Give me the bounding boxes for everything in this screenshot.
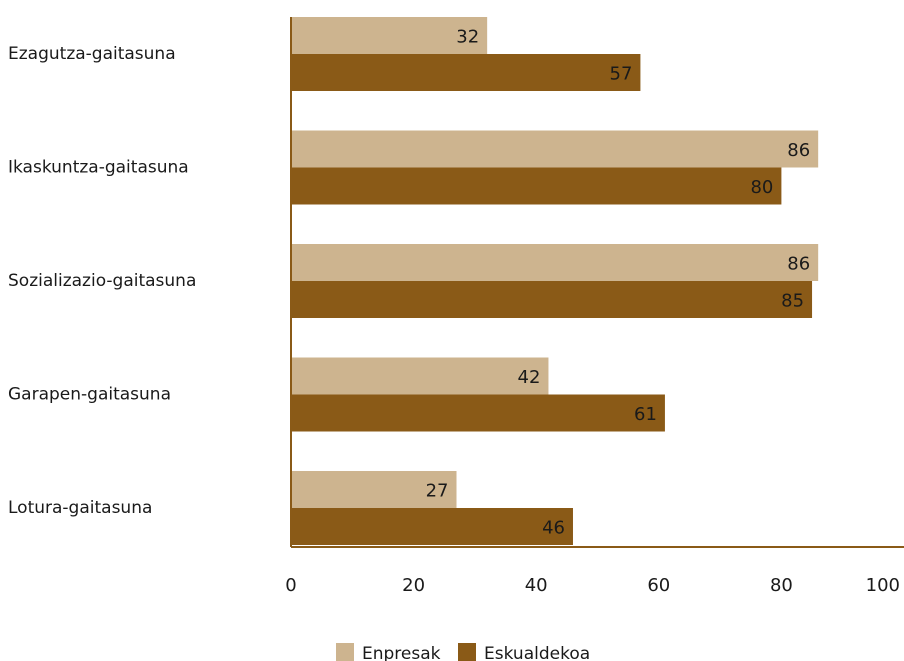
bar-value-label: 46 xyxy=(542,518,565,539)
bar-series-2 xyxy=(291,508,573,545)
bar-value-label: 57 xyxy=(610,64,633,85)
bar-series-1 xyxy=(291,17,488,54)
bar-value-label: 42 xyxy=(518,367,541,388)
bar-series-2 xyxy=(291,167,782,205)
bar-series-1 xyxy=(291,357,549,395)
bar-series-2 xyxy=(291,394,665,432)
bar-series-1 xyxy=(291,471,457,508)
legend-label: Enpresak xyxy=(362,644,441,661)
category-label: Garapen-gaitasuna xyxy=(8,385,171,405)
legend-label: Eskualdekoa xyxy=(484,644,590,661)
bar-value-label: 61 xyxy=(634,404,657,425)
bar-value-label: 32 xyxy=(456,27,479,48)
x-tick-label: 0 xyxy=(285,575,296,596)
bar-series-2 xyxy=(291,54,641,91)
x-tick-label: 60 xyxy=(647,575,670,596)
legend-swatch xyxy=(458,643,476,661)
bar-series-1 xyxy=(291,130,819,168)
category-label: Sozializazio-gaitasuna xyxy=(8,271,196,291)
x-axis-tick-labels: 0 20 40 60 80 100 xyxy=(285,575,900,596)
category-label: Lotura-gaitasuna xyxy=(8,498,152,518)
bar-value-label: 80 xyxy=(750,177,773,198)
category-label: Ikaskuntza-gaitasuna xyxy=(8,158,189,178)
x-tick-label: 100 xyxy=(866,575,900,596)
category-label: Ezagutza-gaitasuna xyxy=(8,44,176,64)
legend-swatch xyxy=(336,643,354,661)
value-labels-layer: 32 57 86 80 86 85 42 61 27 46 xyxy=(426,27,811,539)
category-labels-layer: Ezagutza-gaitasuna Ikaskuntza-gaitasuna So… xyxy=(8,44,196,518)
bar-value-label: 85 xyxy=(781,291,804,312)
bars-layer xyxy=(291,17,819,545)
x-tick-label: 20 xyxy=(402,575,425,596)
bar-series-1 xyxy=(291,244,819,281)
x-tick-label: 40 xyxy=(525,575,548,596)
bar-value-label: 86 xyxy=(787,140,810,161)
legend: Enpresak Eskualdekoa xyxy=(336,643,590,661)
bar-value-label: 27 xyxy=(426,481,449,502)
bar-value-label: 86 xyxy=(787,254,810,275)
x-tick-label: 80 xyxy=(770,575,793,596)
bar-series-2 xyxy=(291,281,813,318)
